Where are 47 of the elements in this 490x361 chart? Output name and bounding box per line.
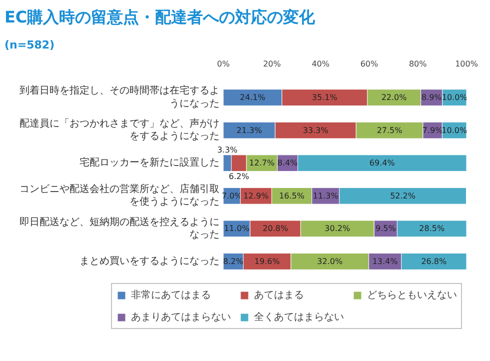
- text: 12.7%: [249, 158, 275, 168]
- text: 69.4%: [369, 158, 395, 168]
- x-tick-label: 20%: [263, 60, 282, 68]
- text: 52.2%: [390, 191, 416, 200]
- text: 30.2%: [324, 224, 350, 234]
- text: 24.1%: [240, 93, 266, 102]
- text: 32.0%: [317, 256, 343, 266]
- text: 20.8%: [262, 224, 288, 234]
- text: 16.5%: [279, 191, 305, 200]
- legend-label: どちらともいえない: [367, 289, 457, 302]
- y-tick-label: 到着日時を指定し、その時間帯は在宅するようになった: [20, 84, 220, 110]
- x-tick-label: 40%: [312, 60, 330, 68]
- x-tick-label: 100%: [455, 60, 478, 68]
- text: 22.0%: [381, 93, 407, 102]
- legend-label: あまりあてはまらない: [131, 311, 231, 324]
- x-tick-label: 0%: [216, 60, 230, 68]
- text: 28.5%: [419, 224, 445, 234]
- text: 26.8%: [421, 256, 447, 266]
- text: 8.2%: [223, 256, 244, 266]
- text: 12.9%: [243, 191, 269, 200]
- text: 10.0%: [442, 93, 468, 102]
- text: (n=582): [4, 38, 55, 52]
- text: 11.0%: [224, 224, 250, 234]
- text: 21.3%: [236, 126, 262, 135]
- y-tick-label: コンビニや配送会社の営業所など、店舗引取を使うようになった: [20, 183, 220, 208]
- text: 33.3%: [302, 126, 328, 135]
- text: 35.1%: [312, 93, 338, 102]
- text: 3.3%: [217, 145, 238, 154]
- chart-title: EC購入時の留意点・配達者への対応の変化: [4, 8, 316, 26]
- text: 8.4%: [277, 158, 298, 168]
- y-tick-label: 即日配送など、短納期の配送を控えるようになった: [20, 216, 220, 241]
- y-tick-label: 配達員に「おつかれさまです」など、声がけをするようになった: [20, 117, 220, 142]
- y-tick-label: まとめ買いをするようになった: [80, 256, 220, 267]
- text: 10.0%: [442, 126, 468, 135]
- y-tick-label: 宅配ロッカーを新たに設置した: [80, 156, 220, 169]
- text: 11.3%: [312, 191, 338, 200]
- text: 13.4%: [372, 256, 398, 266]
- text: 9.5%: [375, 224, 396, 234]
- x-tick-label: 60%: [360, 60, 379, 68]
- text: 6.2%: [228, 172, 250, 181]
- legend-label: 非常にあてはまる: [131, 288, 211, 302]
- text: 8.9%: [421, 93, 442, 102]
- legend-label: 全くあてはまらない: [254, 311, 344, 324]
- x-tick-label: 80%: [408, 60, 428, 68]
- text: 27.5%: [376, 126, 402, 135]
- legend-label: あてはまる: [254, 289, 304, 302]
- text: 19.6%: [254, 256, 280, 266]
